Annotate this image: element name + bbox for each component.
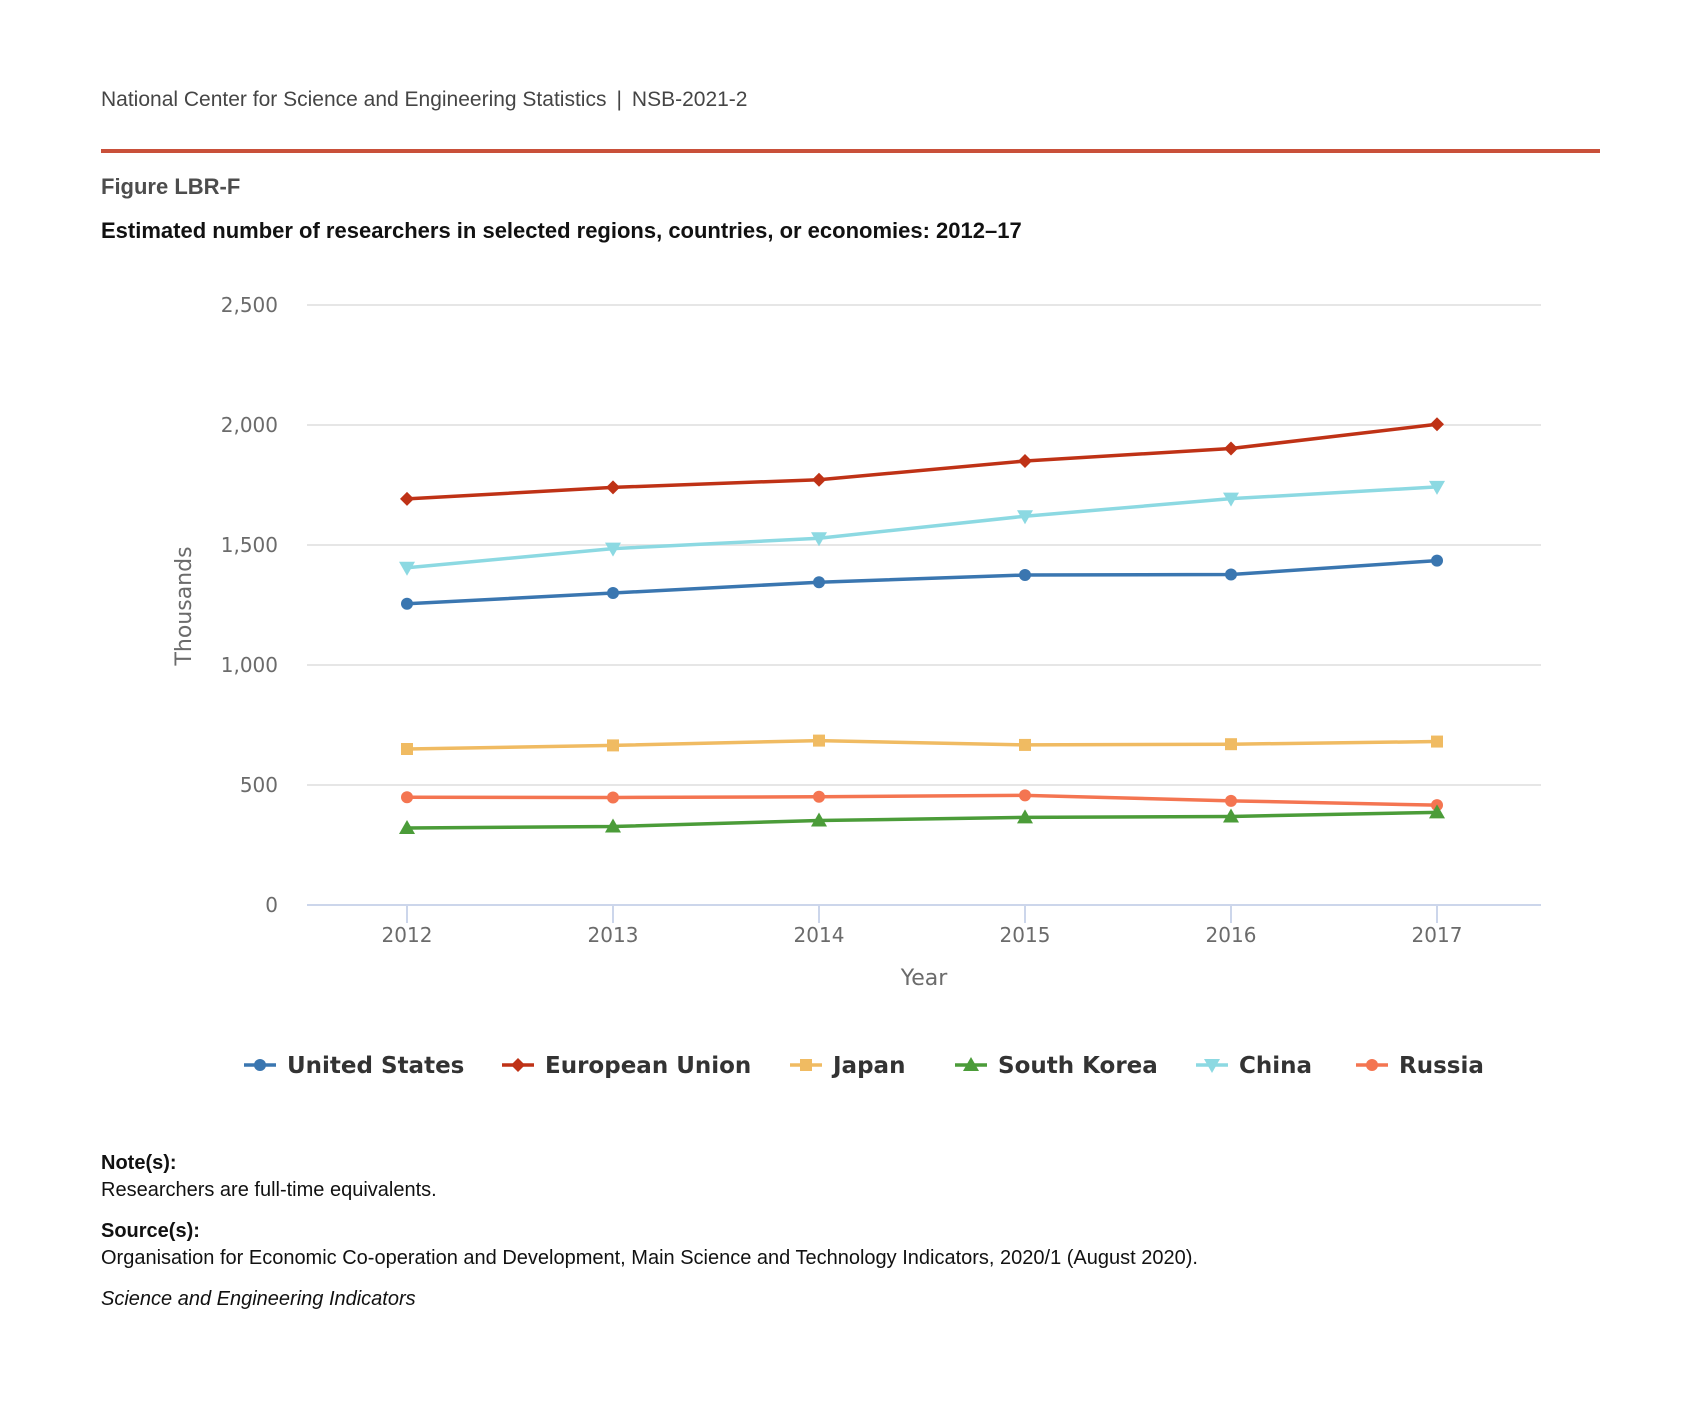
notes-text: Researchers are full-time equivalents. — [101, 1179, 437, 1201]
series-line-south-korea — [406, 810, 1438, 830]
legend-label: European Union — [545, 1053, 751, 1079]
data-point-china — [1223, 492, 1239, 507]
data-point-china — [811, 532, 827, 547]
legend-item-russia[interactable]: Russia — [1356, 1053, 1484, 1079]
legend-item-european-union[interactable]: European Union — [502, 1053, 751, 1079]
x-tick-label: 2012 — [382, 923, 433, 947]
data-point-china — [1429, 480, 1445, 495]
legend-label: China — [1239, 1053, 1312, 1079]
data-point-japan — [607, 739, 619, 752]
data-point-china — [399, 561, 415, 576]
legend-marker-south-korea — [963, 1057, 979, 1071]
data-point-south-korea — [399, 819, 415, 834]
gridlines — [307, 304, 1541, 786]
series-japan — [401, 734, 1443, 755]
agency-name: National Center for Science and Engineer… — [101, 88, 607, 111]
y-tick-label: 1,500 — [221, 533, 278, 557]
data-point-japan — [1225, 738, 1237, 751]
data-point-russia — [813, 790, 825, 803]
figure-notes: Note(s): Researchers are full-time equiv… — [101, 1150, 1198, 1327]
data-point-south-korea — [605, 818, 621, 833]
data-point-united-states — [401, 597, 413, 610]
series-china — [399, 480, 1445, 576]
data-point-japan — [401, 743, 413, 755]
legend-marker-european-union — [511, 1058, 525, 1072]
data-point-european-union — [812, 472, 826, 487]
x-tick-label: 2015 — [1000, 923, 1051, 947]
x-tick-label: 2014 — [794, 923, 845, 947]
data-point-russia — [1225, 794, 1237, 807]
data-point-china — [605, 542, 621, 557]
data-point-united-states — [607, 587, 619, 599]
y-axis-title: Thousands — [172, 546, 197, 666]
data-point-china — [1017, 510, 1033, 525]
legend-label: Russia — [1399, 1053, 1484, 1079]
y-tick-label: 1,000 — [221, 653, 278, 677]
data-point-japan — [813, 734, 825, 747]
data-point-european-union — [606, 480, 620, 495]
report-id: NSB-2021-2 — [631, 88, 748, 111]
legend-label: Japan — [831, 1053, 905, 1079]
data-point-european-union — [1018, 454, 1032, 468]
data-point-united-states — [1225, 568, 1237, 581]
series-line-russia — [406, 793, 1438, 807]
legend-marker-japan — [800, 1059, 812, 1071]
data-point-united-states — [1019, 569, 1031, 581]
x-axis — [307, 904, 1541, 923]
legend-item-japan[interactable]: Japan — [790, 1053, 905, 1079]
header-rule — [101, 149, 1600, 153]
x-tick-labels: 2012 2013 2014 2015 2016 2017 — [382, 923, 1463, 947]
legend-marker-united-states — [254, 1059, 266, 1071]
series-line-united-states — [406, 558, 1438, 606]
x-tick-label: 2016 — [1206, 923, 1257, 947]
data-point-south-korea — [1017, 809, 1033, 824]
data-point-japan — [1431, 735, 1443, 748]
series-line-european-union — [406, 422, 1438, 501]
source-text: Organisation for Economic Co-operation a… — [101, 1247, 1198, 1269]
x-axis-title: Year — [900, 966, 949, 991]
y-tick-label: 0 — [265, 893, 278, 917]
series-south-korea — [399, 804, 1445, 834]
source-label: Source(s): — [101, 1220, 200, 1242]
header-separator: | — [616, 88, 622, 111]
data-point-russia — [607, 791, 619, 804]
series-russia — [401, 789, 1443, 812]
publication-name: Science and Engineering Indicators — [101, 1288, 416, 1310]
y-tick-labels: 0 500 1,000 1,500 2,000 2,500 — [221, 293, 278, 917]
series-line-china — [406, 485, 1438, 570]
x-tick-label: 2017 — [1412, 923, 1463, 947]
y-tick-label: 2,000 — [221, 413, 278, 437]
legend-label: United States — [287, 1053, 464, 1079]
legend-marker-china — [1204, 1059, 1220, 1073]
data-point-japan — [1019, 738, 1031, 751]
series-european-union — [400, 417, 1444, 506]
x-tick-label: 2013 — [588, 923, 639, 947]
series-group — [399, 417, 1445, 834]
legend: United States European Union Japan South Ko… — [244, 1053, 1484, 1079]
figure-id: Figure LBR-F — [101, 174, 241, 199]
data-point-united-states — [1431, 554, 1443, 567]
data-point-south-korea — [1429, 804, 1445, 819]
y-tick-label: 500 — [240, 773, 278, 797]
data-point-south-korea — [1223, 808, 1239, 823]
notes-label: Note(s): — [101, 1152, 177, 1174]
legend-marker-russia — [1366, 1059, 1378, 1071]
data-point-european-union — [1430, 417, 1444, 432]
series-line-japan — [406, 738, 1438, 751]
data-point-united-states — [813, 576, 825, 589]
legend-item-china[interactable]: China — [1196, 1053, 1312, 1079]
legend-item-united-states[interactable]: United States — [244, 1053, 464, 1079]
data-point-south-korea — [811, 812, 827, 827]
legend-item-south-korea[interactable]: South Korea — [955, 1053, 1158, 1079]
figure-title: Estimated number of researchers in selec… — [101, 218, 1022, 243]
data-point-russia — [401, 791, 413, 804]
series-united-states — [401, 554, 1443, 610]
legend-label: South Korea — [998, 1053, 1158, 1079]
y-tick-label: 2,500 — [221, 293, 278, 317]
data-point-european-union — [1224, 441, 1238, 456]
data-point-russia — [1019, 789, 1031, 802]
data-point-european-union — [400, 491, 414, 506]
report-header: National Center for Science and Engineer… — [101, 88, 747, 112]
